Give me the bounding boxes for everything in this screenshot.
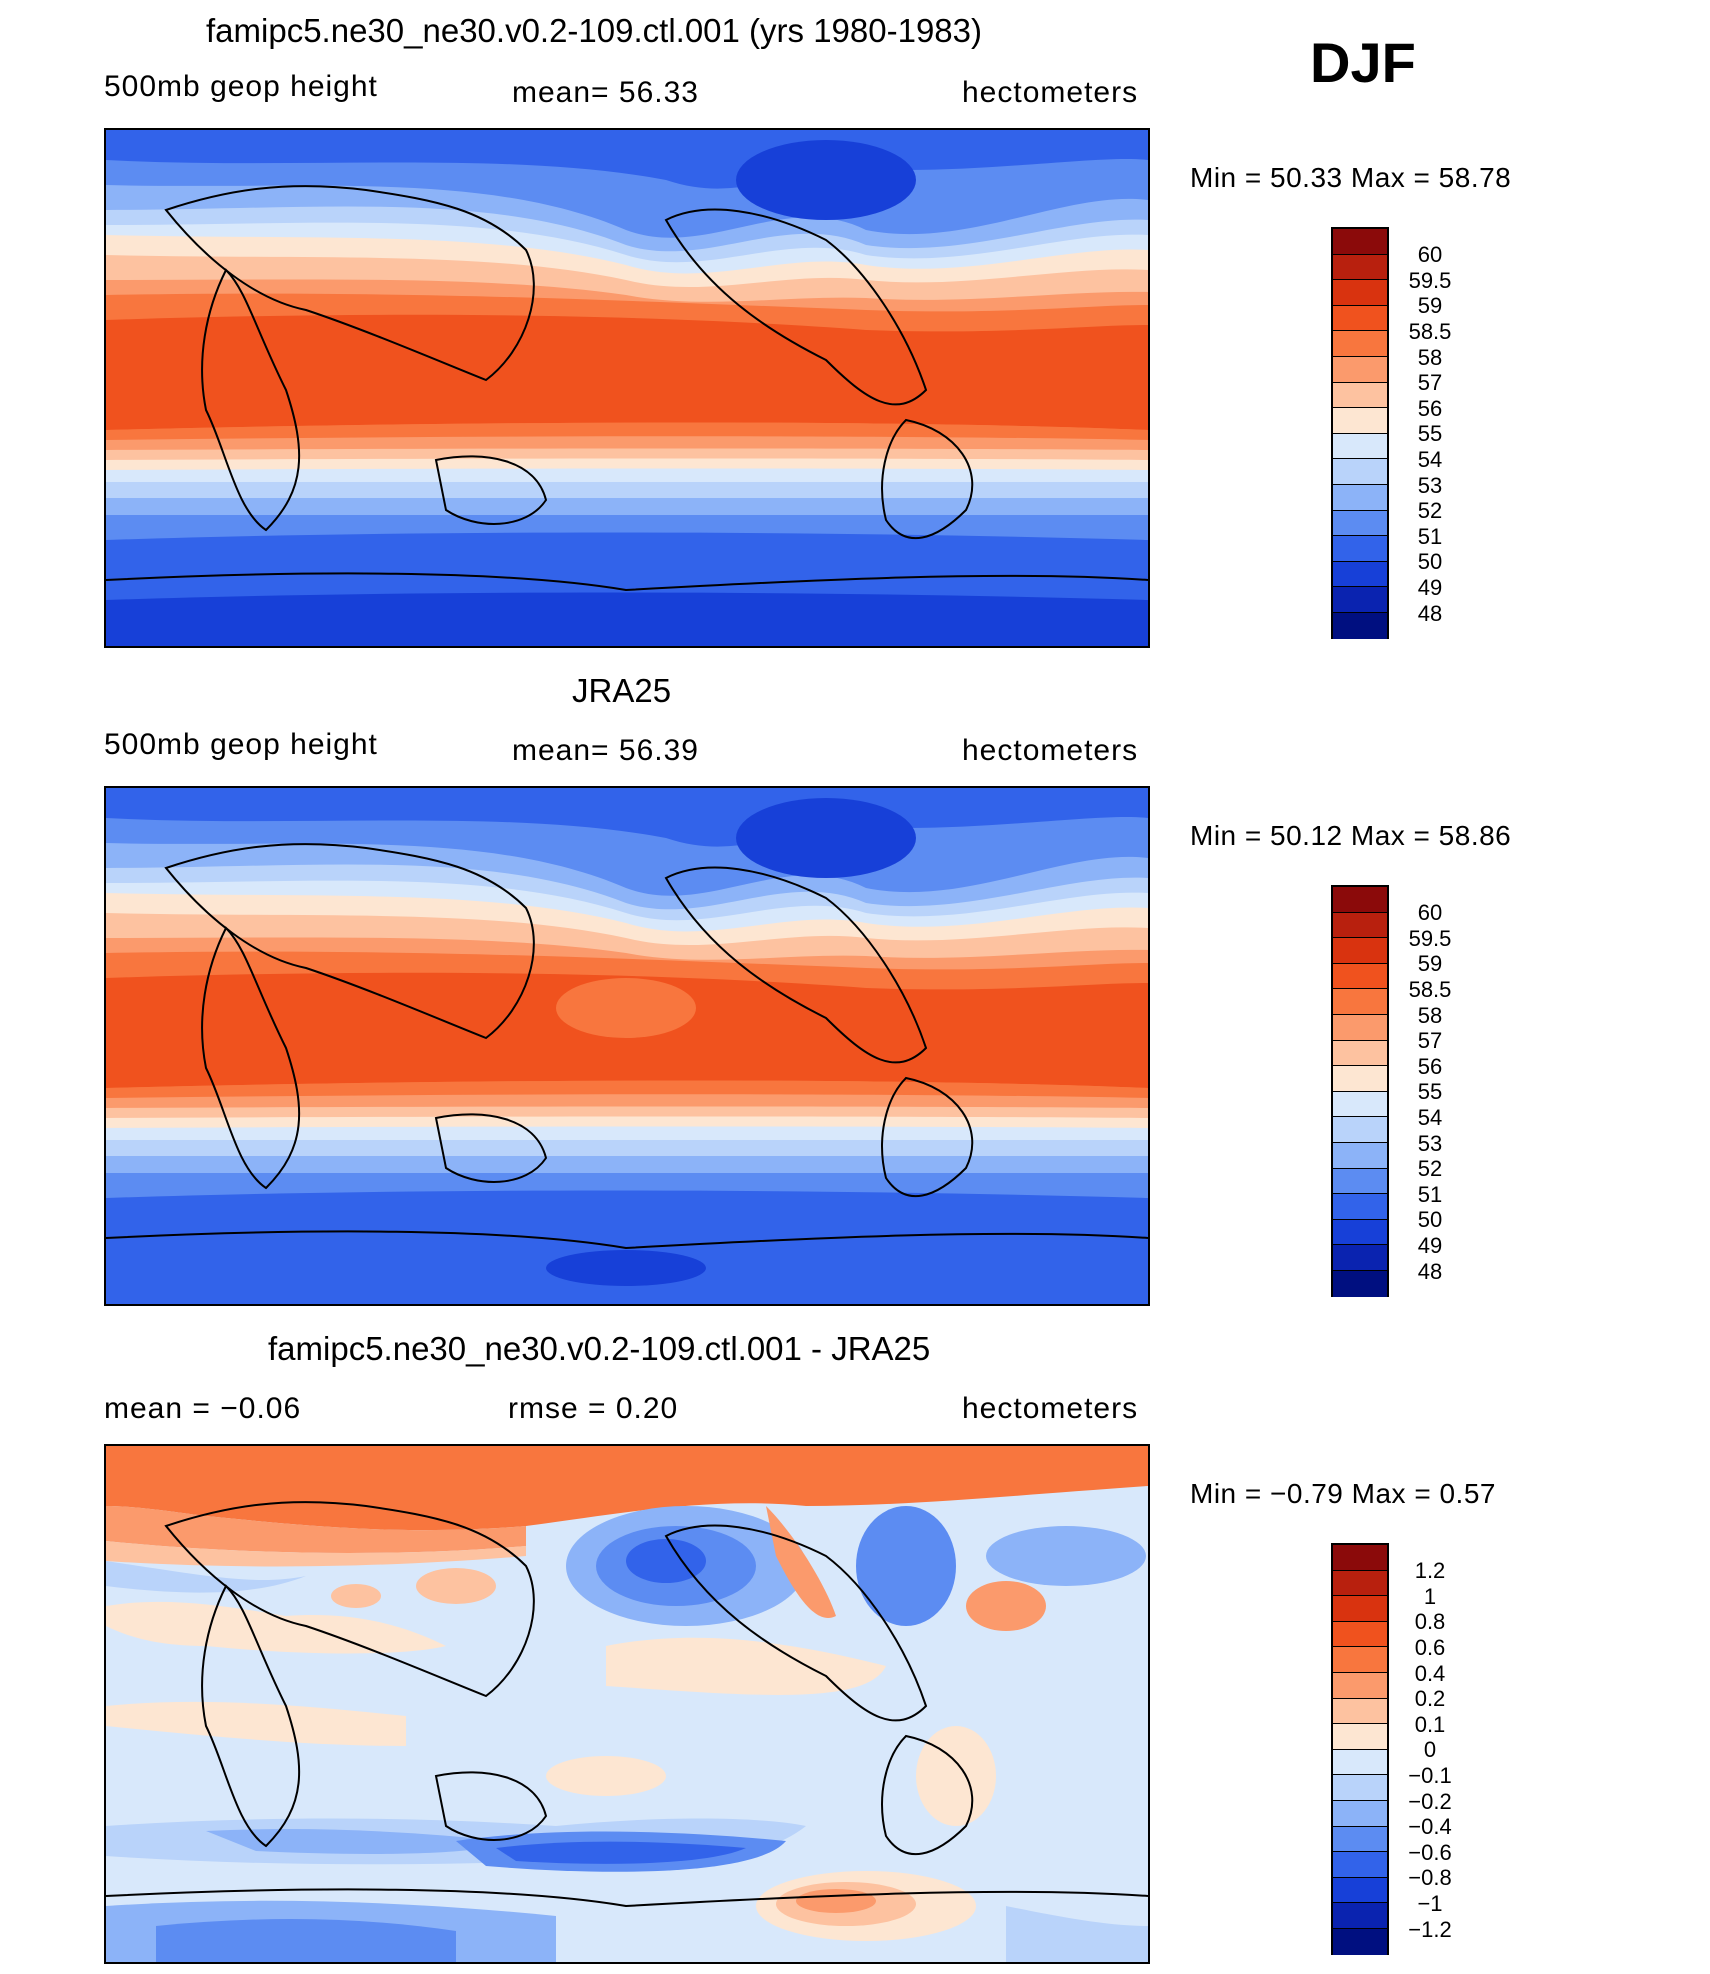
colorbar-tick-label: −0.1: [1408, 1763, 1452, 1788]
colorbar-tick-label: −0.8: [1408, 1865, 1452, 1890]
panel2-minmax-label: Min = 50.12 Max = 58.86: [1190, 820, 1512, 851]
panel2-map: [104, 786, 1150, 1306]
colorbar-tick-label: −0.6: [1408, 1840, 1452, 1865]
panel1-mean-label: mean= 56.33: [512, 76, 699, 109]
colorbar-tick-label: 55: [1417, 421, 1443, 446]
colorbar-tick-label: 59.5: [1408, 268, 1452, 293]
colorbar-tick-label: 0.4: [1414, 1661, 1446, 1686]
colorbar-tick-label: 49: [1417, 1233, 1443, 1258]
panel1-title: famipc5.ne30_ne30.v0.2-109.ctl.001 (yrs …: [206, 12, 982, 49]
colorbar-tick-label: 54: [1417, 1105, 1443, 1130]
colorbar-tick-label: 48: [1417, 601, 1443, 626]
colorbar-tick-label: 58.5: [1408, 977, 1452, 1002]
colorbar-tick-label: 50: [1417, 549, 1443, 574]
panel1-minmax-label: Min = 50.33 Max = 58.78: [1190, 162, 1512, 193]
colorbar-tick-label: 55: [1417, 1079, 1443, 1104]
season-label: DJF: [1310, 31, 1416, 94]
colorbar-tick-label: 58: [1417, 345, 1443, 370]
panel3-units-label: hectometers: [962, 1392, 1139, 1425]
colorbar-tick-label: 60: [1417, 900, 1443, 925]
panel2-units-label: hectometers: [962, 734, 1139, 767]
panel1-colorbar: [1331, 227, 1389, 639]
colorbar-tick-label: 1.2: [1414, 1558, 1446, 1583]
colorbar-tick-label: 1: [1423, 1584, 1437, 1609]
panel3-rmse-label: rmse = 0.20: [508, 1392, 679, 1425]
colorbar-tick-label: 0: [1423, 1737, 1437, 1762]
colorbar-tick-label: 54: [1417, 447, 1443, 472]
colorbar-tick-label: 0.6: [1414, 1635, 1446, 1660]
colorbar-tick-label: 0.8: [1414, 1609, 1446, 1634]
panel2-colorbar: [1331, 885, 1389, 1297]
colorbar-tick-label: 57: [1417, 1028, 1443, 1053]
colorbar-tick-label: 48: [1417, 1259, 1443, 1284]
panel1-contour-field: [106, 130, 1148, 646]
colorbar-tick-label: −0.4: [1408, 1814, 1452, 1839]
colorbar-tick-label: 59: [1417, 951, 1443, 976]
colorbar-tick-label: −0.2: [1408, 1789, 1452, 1814]
colorbar-tick-label: 0.2: [1414, 1686, 1446, 1711]
colorbar-tick-label: 58: [1417, 1003, 1443, 1028]
panel1-variable-label: 500mb geop height: [104, 70, 378, 103]
panel3-map: [104, 1444, 1150, 1964]
panel2-contour-field: [106, 788, 1148, 1304]
colorbar-tick-label: 56: [1417, 1054, 1443, 1079]
colorbar-tick-label: −1: [1417, 1891, 1443, 1916]
colorbar-tick-label: 49: [1417, 575, 1443, 600]
panel3-colorbar: [1331, 1543, 1389, 1955]
colorbar-tick-label: 59.5: [1408, 926, 1452, 951]
panel3-minmax-label: Min = −0.79 Max = 0.57: [1190, 1478, 1496, 1509]
colorbar-tick-label: 52: [1417, 498, 1443, 523]
colorbar-tick-label: 53: [1417, 473, 1443, 498]
colorbar-tick-label: 0.1: [1414, 1712, 1446, 1737]
colorbar-tick-label: 59: [1417, 293, 1443, 318]
colorbar-tick-label: 50: [1417, 1207, 1443, 1232]
colorbar-tick-label: 57: [1417, 370, 1443, 395]
panel2-title: JRA25: [572, 672, 672, 709]
panel1-units-label: hectometers: [962, 76, 1139, 109]
colorbar-tick-label: 60: [1417, 242, 1443, 267]
colorbar-tick-label: 53: [1417, 1131, 1443, 1156]
panel3-mean-label: mean = −0.06: [104, 1392, 302, 1425]
colorbar-tick-label: 58.5: [1408, 319, 1452, 344]
panel1-map: [104, 128, 1150, 648]
colorbar-tick-label: 51: [1417, 1182, 1443, 1207]
panel3-contour-field: [106, 1446, 1148, 1962]
colorbar-tick-label: 56: [1417, 396, 1443, 421]
colorbar-tick-label: 51: [1417, 524, 1443, 549]
panel2-mean-label: mean= 56.39: [512, 734, 699, 767]
colorbar-tick-label: 52: [1417, 1156, 1443, 1181]
colorbar-tick-label: −1.2: [1408, 1917, 1452, 1942]
panel3-title: famipc5.ne30_ne30.v0.2-109.ctl.001 - JRA…: [268, 1330, 931, 1367]
panel2-variable-label: 500mb geop height: [104, 728, 378, 761]
